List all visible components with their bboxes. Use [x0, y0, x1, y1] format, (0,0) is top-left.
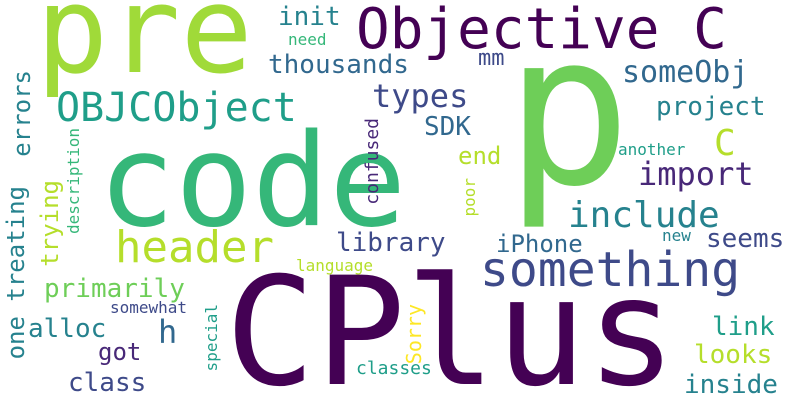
- word-treating: treating: [2, 186, 30, 302]
- word-end: end: [458, 142, 502, 170]
- word-sdk: SDK: [424, 112, 471, 142]
- word-p: p: [505, 0, 632, 233]
- word-header: header: [115, 222, 274, 273]
- word-errors: errors: [8, 70, 36, 157]
- word-poor: poor: [460, 178, 479, 217]
- word-one-treating: one treating: [2, 186, 30, 360]
- word-pre: pre: [36, 0, 253, 101]
- word-code: code: [98, 107, 407, 256]
- word-mm: mm: [478, 46, 505, 71]
- word-h: h: [158, 313, 178, 351]
- word-trying: trying: [36, 180, 64, 267]
- word-need: need: [288, 30, 327, 49]
- word-description: description: [64, 128, 83, 234]
- word-init: init: [278, 2, 341, 32]
- word-new: new: [662, 226, 691, 245]
- word-something: something: [480, 242, 741, 298]
- word-classes: classes: [356, 358, 432, 379]
- word-one: one: [2, 316, 30, 360]
- word-seems: seems: [706, 224, 785, 254]
- word-looks: looks: [694, 340, 773, 370]
- word-another: another: [618, 140, 686, 159]
- word-got: got: [98, 338, 142, 366]
- word-thousands: thousands: [268, 50, 409, 80]
- word-class: class: [68, 368, 147, 398]
- word-cplus: CPlus: [225, 246, 677, 400]
- word-somewhat: somewhat: [110, 298, 188, 317]
- word-someobj: someObj: [622, 55, 749, 90]
- word-project: project: [656, 92, 766, 122]
- word-primarily: primarily: [44, 274, 185, 304]
- word-iphone: iPhone: [496, 230, 583, 258]
- word-language: language: [296, 256, 374, 275]
- word-sorry: Sorry: [402, 304, 426, 365]
- word-special: special: [202, 304, 221, 372]
- word-library: library: [336, 228, 446, 258]
- word-c: C: [714, 123, 736, 164]
- word-include: include: [568, 195, 720, 236]
- word-alloc: alloc: [28, 314, 107, 344]
- word-inside: inside: [684, 370, 778, 400]
- word-link: link: [712, 312, 775, 342]
- word-objcobject: OBJCObject: [56, 85, 297, 131]
- word-objective-c: Objective C: [356, 0, 727, 62]
- word-types: types: [372, 77, 469, 115]
- word-import: import: [638, 155, 754, 193]
- word-confused: confused: [362, 118, 383, 205]
